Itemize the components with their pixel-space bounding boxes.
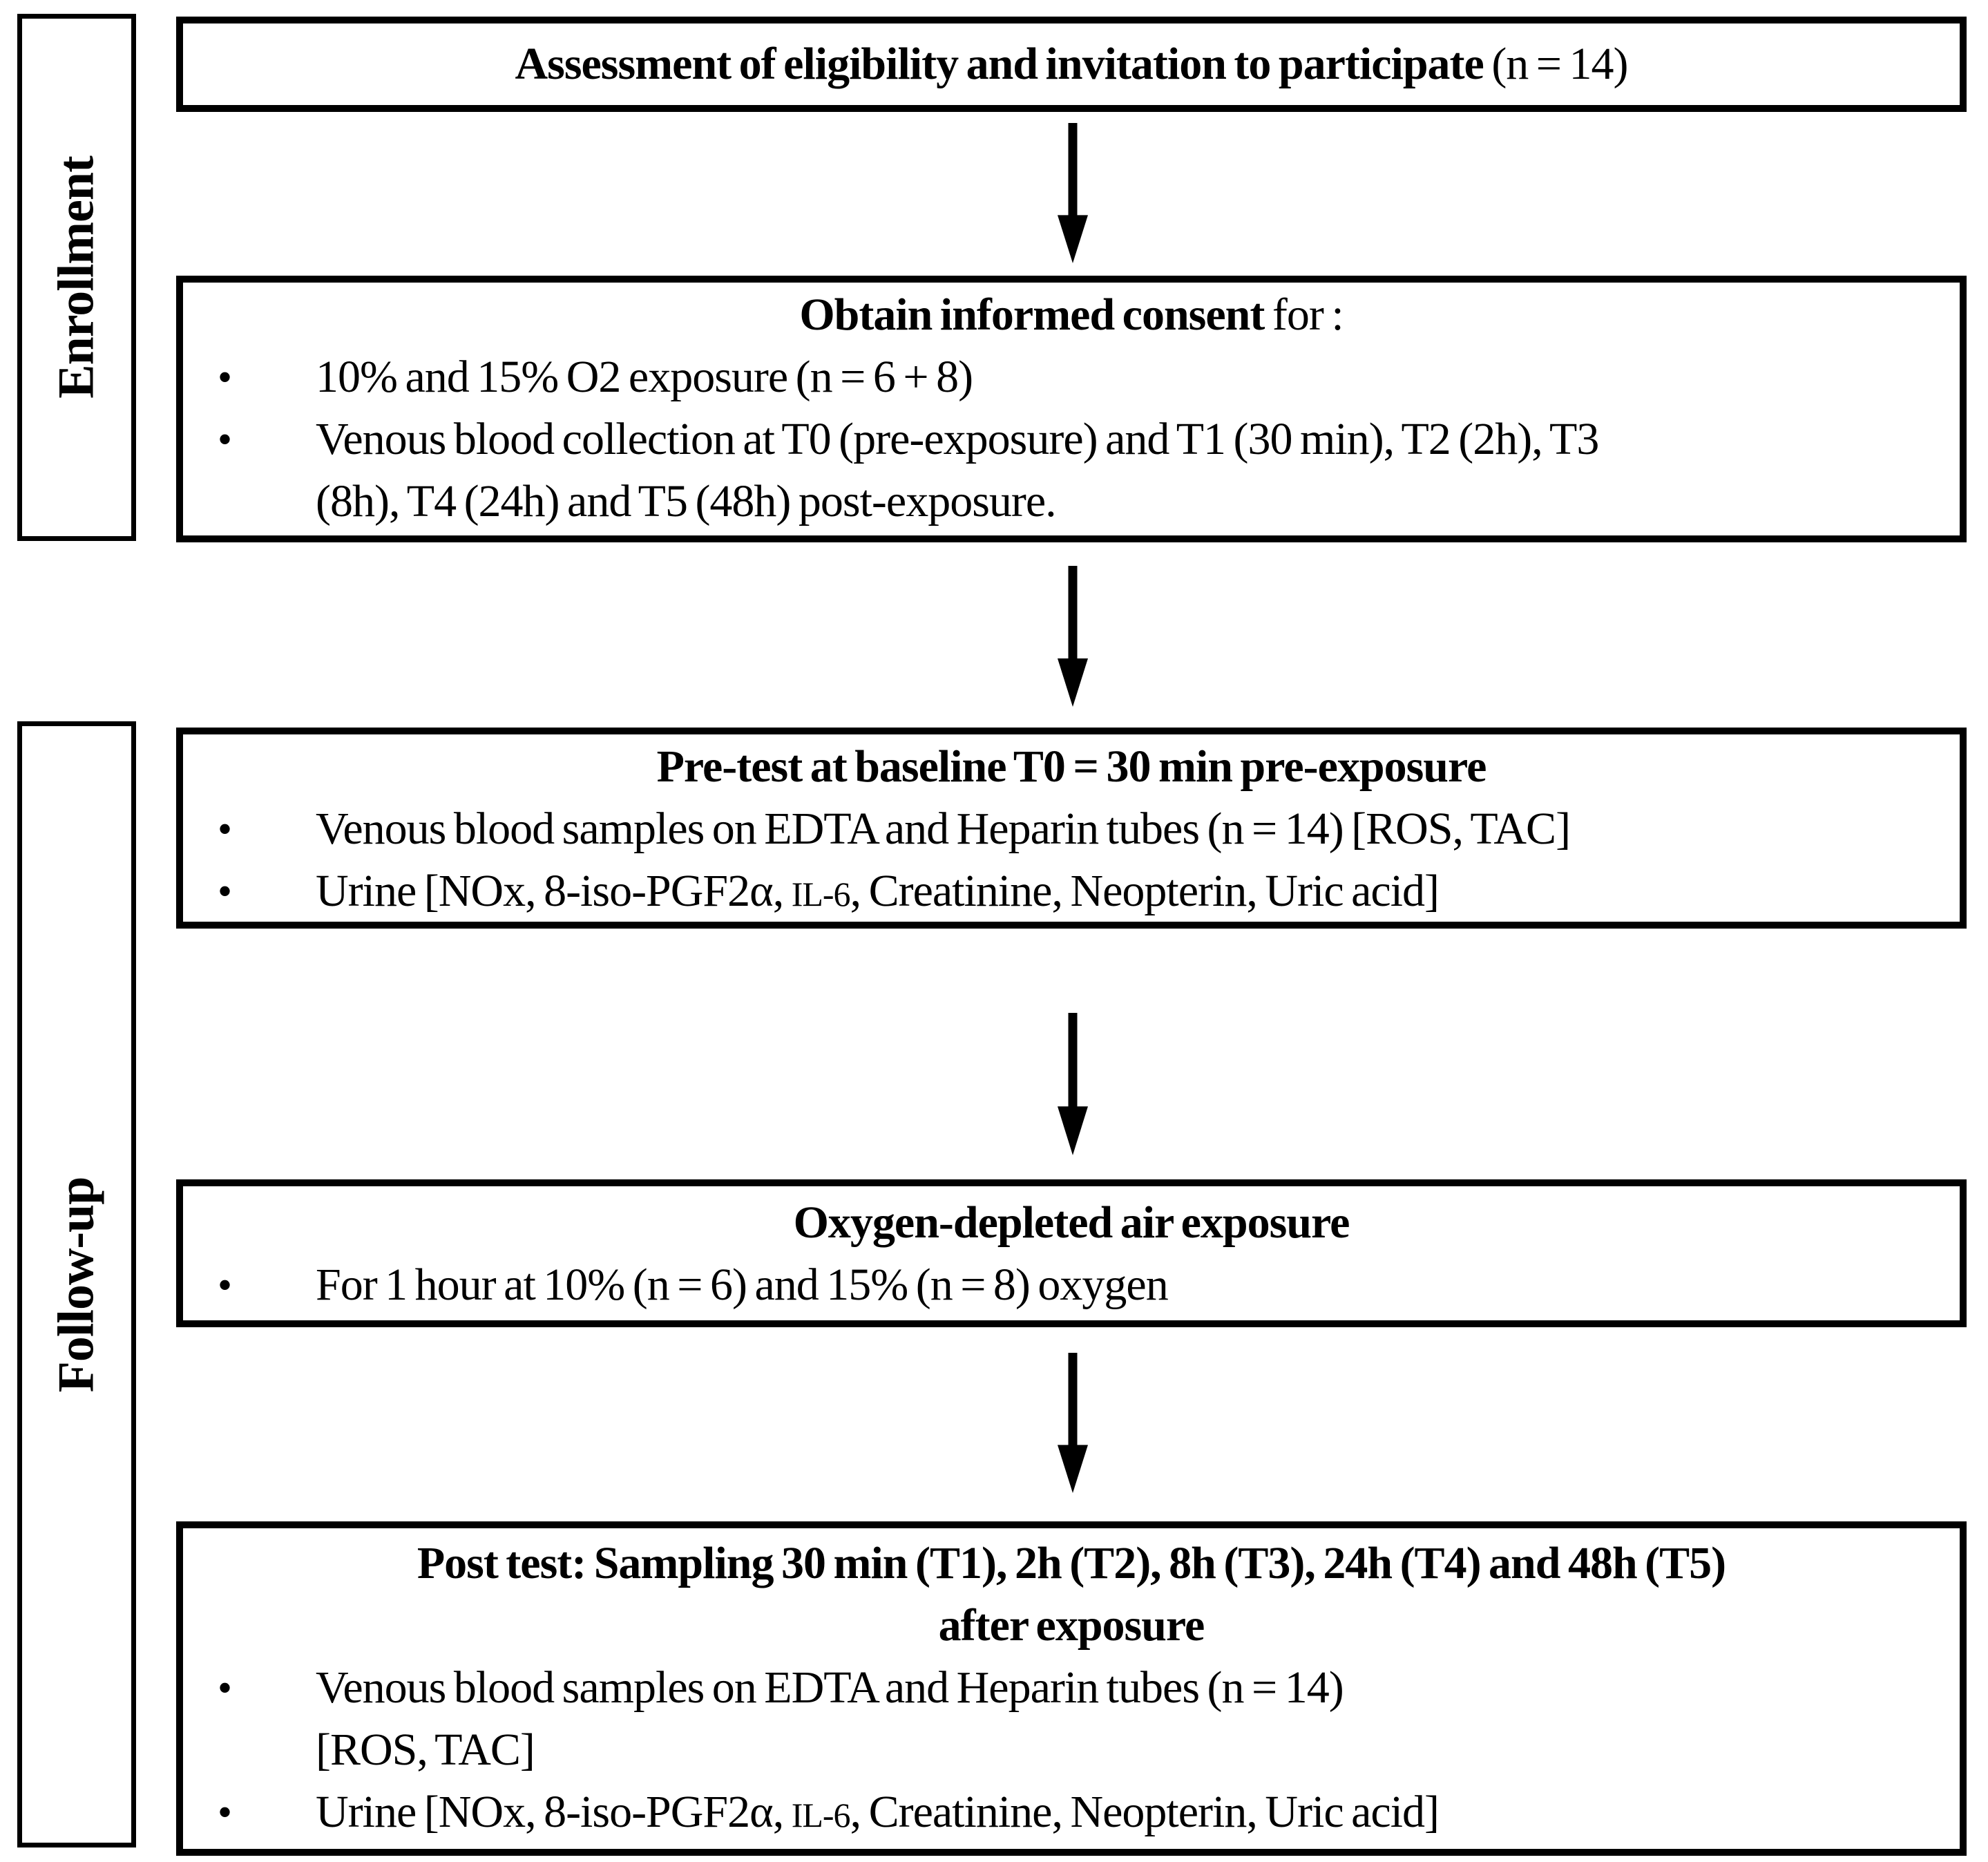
step-posttest-title: Post test: Sampling 30 min (T1), 2h (T2)…: [417, 1538, 1726, 1651]
exposure-bullet-list: For 1 hour at 10% (n = 6) and 15% (n = 8…: [183, 1254, 1960, 1316]
step-pretest-box: Pre-test at baseline T0 = 30 min pre-exp…: [176, 728, 1967, 929]
bullet-text: Venous blood samples on EDTA and Heparin…: [316, 804, 1571, 854]
flow-down-arrow-icon: [1058, 1353, 1088, 1493]
title-bold-text: Obtain informed consent: [799, 289, 1265, 340]
step-posttest-box: Post test: Sampling 30 min (T1), 2h (T2)…: [176, 1521, 1967, 1856]
title-bold-text: Assessment of eligibility and invitation…: [515, 39, 1484, 89]
step-exposure-title: Oxygen-depleted air exposure: [793, 1197, 1350, 1248]
bullet-text: Venous blood samples on EDTA and Heparin…: [316, 1662, 1344, 1775]
followup-stage-box: Follow-up: [17, 721, 136, 1847]
flow-down-arrow-icon: [1058, 123, 1088, 263]
step-assessment-box: Assessment of eligibility and invitation…: [176, 17, 1967, 112]
pretest-bullet-list: Venous blood samples on EDTA and Heparin…: [183, 798, 1960, 925]
enrollment-stage-label: Enrollment: [48, 156, 105, 399]
bullet-item: 10% and 15% O2 exposure (n = 6 + 8): [183, 346, 1960, 408]
flow-down-arrow-icon: [1058, 566, 1088, 707]
bullet-item: Venous blood collection at T0 (pre-expos…: [183, 408, 1960, 533]
bullet-text-segment: Urine [NOx, 8-iso-PGF2α,: [316, 866, 792, 916]
step-consent-box: Obtain informed consent for : 10% and 15…: [176, 276, 1967, 542]
bullet-item: For 1 hour at 10% (n = 6) and 15% (n = 8…: [183, 1254, 1960, 1316]
step-assessment-title: Assessment of eligibility and invitation…: [183, 33, 1960, 95]
bullet-text: For 1 hour at 10% (n = 6) and 15% (n = 8…: [316, 1260, 1169, 1310]
bullet-text-segment: , Creatinine, Neopterin, Uric acid]: [850, 866, 1440, 916]
followup-stage-label: Follow-up: [48, 1177, 105, 1392]
il6-term: IL-6: [791, 875, 851, 913]
step-consent-title: Obtain informed consent for :: [183, 284, 1960, 346]
consent-bullet-list: 10% and 15% O2 exposure (n = 6 + 8) Veno…: [183, 346, 1960, 533]
bullet-text: 10% and 15% O2 exposure (n = 6 + 8): [316, 352, 973, 402]
bullet-text: Venous blood collection at T0 (pre-expos…: [316, 414, 1599, 526]
bullet-text-segment: , Creatinine, Neopterin, Uric acid]: [850, 1787, 1440, 1837]
title-normal-text: (n = 14): [1483, 39, 1628, 89]
step-pretest-title: Pre-test at baseline T0 = 30 min pre-exp…: [656, 741, 1487, 792]
title-normal-text: for :: [1264, 289, 1344, 340]
il6-term: IL-6: [791, 1796, 851, 1834]
bullet-text: Urine [NOx, 8-iso-PGF2α, IL-6, Creatinin…: [316, 1787, 1440, 1837]
bullet-item: Venous blood samples on EDTA and Heparin…: [183, 798, 1960, 860]
bullet-text: Urine [NOx, 8-iso-PGF2α, IL-6, Creatinin…: [316, 866, 1440, 916]
posttest-bullet-list: Venous blood samples on EDTA and Heparin…: [183, 1657, 1960, 1846]
bullet-item: Urine [NOx, 8-iso-PGF2α, IL-6, Creatinin…: [183, 860, 1960, 925]
enrollment-stage-box: Enrollment: [17, 14, 136, 541]
bullet-text-segment: Urine [NOx, 8-iso-PGF2α,: [316, 1787, 792, 1837]
bullet-item: Urine [NOx, 8-iso-PGF2α, IL-6, Creatinin…: [183, 1781, 1960, 1846]
flow-down-arrow-icon: [1058, 1013, 1088, 1155]
step-exposure-box: Oxygen-depleted air exposure For 1 hour …: [176, 1179, 1967, 1327]
bullet-item: Venous blood samples on EDTA and Heparin…: [183, 1657, 1960, 1781]
